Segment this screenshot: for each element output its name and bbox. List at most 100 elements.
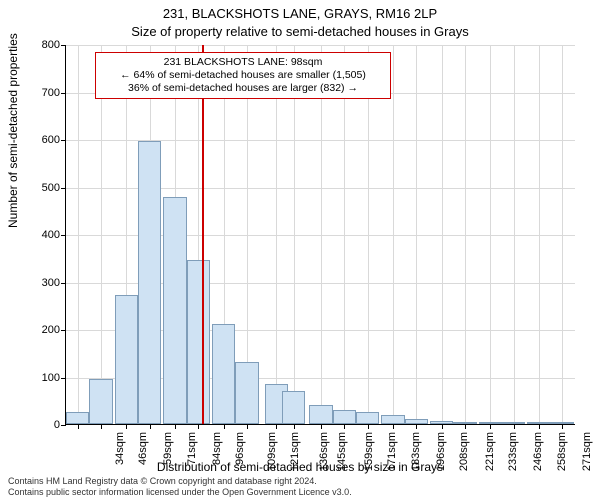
xtick-label: 159sqm <box>363 432 375 471</box>
xtick-mark <box>344 424 345 429</box>
footnote: Contains HM Land Registry data © Crown c… <box>8 476 352 498</box>
xtick-label: 121sqm <box>289 432 301 471</box>
xtick-label: 59sqm <box>162 432 174 465</box>
histogram-bar <box>356 412 379 424</box>
xtick-mark <box>368 424 369 429</box>
ytick-label: 0 <box>20 419 60 431</box>
xtick-mark <box>442 424 443 429</box>
gridline-v <box>539 45 540 424</box>
gridline-v <box>393 45 394 424</box>
histogram-bar <box>405 419 428 424</box>
histogram-bar <box>333 410 356 424</box>
xtick-mark <box>393 424 394 429</box>
gridline-v <box>368 45 369 424</box>
histogram-bar <box>66 412 89 424</box>
ytick-mark <box>61 140 66 141</box>
histogram-bar <box>282 391 305 424</box>
ytick-mark <box>61 425 66 426</box>
xtick-mark <box>539 424 540 429</box>
histogram-bar <box>527 422 550 424</box>
xtick-label: 258sqm <box>556 432 568 471</box>
histogram-bar <box>502 422 525 424</box>
histogram-bar <box>430 421 453 424</box>
xtick-mark <box>514 424 515 429</box>
ytick-label: 600 <box>20 134 60 146</box>
xtick-label: 208sqm <box>459 432 471 471</box>
ytick-mark <box>61 283 66 284</box>
xtick-mark <box>101 424 102 429</box>
xtick-label: 221sqm <box>484 432 496 471</box>
xtick-mark <box>416 424 417 429</box>
xtick-label: 196sqm <box>435 432 447 471</box>
ytick-label: 800 <box>20 39 60 51</box>
footnote-line: Contains public sector information licen… <box>8 487 352 498</box>
ytick-mark <box>61 330 66 331</box>
ytick-label: 700 <box>20 87 60 99</box>
xtick-label: 96sqm <box>234 432 246 465</box>
histogram-bar <box>381 415 404 425</box>
ytick-mark <box>61 378 66 379</box>
reference-line <box>202 45 204 424</box>
xtick-label: 171sqm <box>386 432 398 471</box>
xtick-mark <box>562 424 563 429</box>
gridline-v <box>321 45 322 424</box>
xtick-label: 84sqm <box>211 432 223 465</box>
gridline-v <box>344 45 345 424</box>
histogram-bar <box>479 422 502 424</box>
y-axis-label: Number of semi-detached properties <box>6 33 20 228</box>
xtick-mark <box>321 424 322 429</box>
xtick-label: 271sqm <box>581 432 593 471</box>
xtick-label: 71sqm <box>186 432 198 465</box>
xtick-label: 233sqm <box>507 432 519 471</box>
footnote-line: Contains HM Land Registry data © Crown c… <box>8 476 352 487</box>
ytick-label: 200 <box>20 324 60 336</box>
histogram-bar <box>89 379 112 424</box>
ytick-label: 500 <box>20 182 60 194</box>
xtick-label: 46sqm <box>137 432 149 465</box>
xtick-mark <box>198 424 199 429</box>
gridline-v <box>562 45 563 424</box>
histogram-bar <box>551 422 574 424</box>
annotation-line: 231 BLACKSHOTS LANE: 98sqm <box>102 56 384 69</box>
xtick-mark <box>465 424 466 429</box>
xtick-mark <box>294 424 295 429</box>
annotation-line: 36% of semi-detached houses are larger (… <box>102 82 384 95</box>
gridline-v <box>490 45 491 424</box>
histogram-bar <box>115 295 138 424</box>
xtick-mark <box>150 424 151 429</box>
ytick-mark <box>61 235 66 236</box>
ytick-label: 400 <box>20 229 60 241</box>
ytick-mark <box>61 188 66 189</box>
xtick-label: 246sqm <box>532 432 544 471</box>
annotation-box: 231 BLACKSHOTS LANE: 98sqm ← 64% of semi… <box>95 52 391 99</box>
xtick-mark <box>276 424 277 429</box>
xtick-mark <box>78 424 79 429</box>
histogram-bar <box>138 141 161 424</box>
xtick-mark <box>224 424 225 429</box>
plot-area <box>65 45 575 425</box>
ytick-label: 100 <box>20 372 60 384</box>
xtick-mark <box>490 424 491 429</box>
gridline-v <box>101 45 102 424</box>
gridline-v <box>514 45 515 424</box>
histogram-bar <box>235 362 258 424</box>
xtick-label: 145sqm <box>336 432 348 471</box>
histogram-bar <box>187 260 210 424</box>
chart-title: 231, BLACKSHOTS LANE, GRAYS, RM16 2LP <box>0 6 600 21</box>
xtick-mark <box>126 424 127 429</box>
ytick-label: 300 <box>20 277 60 289</box>
histogram-bar <box>163 197 186 424</box>
ytick-mark <box>61 45 66 46</box>
xtick-label: 136sqm <box>318 432 330 471</box>
gridline-v <box>416 45 417 424</box>
gridline-v <box>78 45 79 424</box>
chart-subtitle: Size of property relative to semi-detach… <box>0 24 600 39</box>
histogram-bar <box>212 324 235 424</box>
gridline-v <box>465 45 466 424</box>
gridline-v <box>276 45 277 424</box>
xtick-mark <box>247 424 248 429</box>
annotation-line: ← 64% of semi-detached houses are smalle… <box>102 69 384 82</box>
gridline-v <box>442 45 443 424</box>
xtick-label: 183sqm <box>410 432 422 471</box>
xtick-label: 109sqm <box>266 432 278 471</box>
